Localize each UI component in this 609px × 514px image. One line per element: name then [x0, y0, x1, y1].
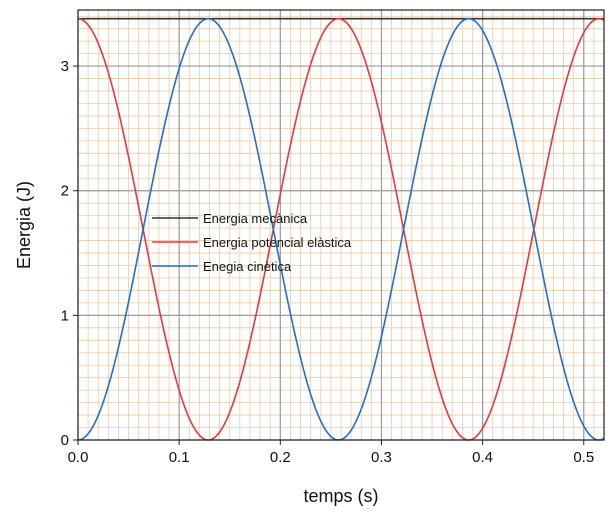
- y-tick-label: 2: [61, 183, 69, 200]
- ticks-layer: 0.0 0.1 0.2 0.3 0.4 0.5 0 1 2 3: [61, 58, 595, 466]
- legend-label-mechanical: Energia mecànica: [203, 211, 308, 226]
- y-tick-label: 3: [61, 58, 69, 75]
- series-line-potential: [77, 17, 605, 441]
- x-tick-label: 0.2: [270, 449, 291, 466]
- x-tick-label: 0.5: [573, 449, 594, 466]
- y-tick-label: 0: [61, 432, 69, 449]
- legend-item-potential: Energia potencial elàstica: [152, 235, 352, 250]
- legend: Energia mecànica Energia potencial elàst…: [152, 211, 352, 274]
- y-axis-title: Energia (J): [14, 181, 34, 269]
- legend-label-potential: Energia potencial elàstica: [203, 235, 352, 250]
- x-axis-title: temps (s): [303, 486, 378, 506]
- legend-item-kinetic: Enegia cinètica: [152, 259, 292, 274]
- x-tick-label: 0.4: [472, 449, 493, 466]
- y-tick-label: 1: [61, 307, 69, 324]
- x-tick-label: 0.3: [371, 449, 392, 466]
- plot-frame: [77, 9, 605, 441]
- x-tick-label: 0.1: [169, 449, 190, 466]
- legend-label-kinetic: Enegia cinètica: [203, 259, 292, 274]
- minor-grid: [77, 10, 605, 441]
- x-tick-label: 0.0: [68, 449, 89, 466]
- legend-item-mechanical: Energia mecànica: [152, 211, 308, 226]
